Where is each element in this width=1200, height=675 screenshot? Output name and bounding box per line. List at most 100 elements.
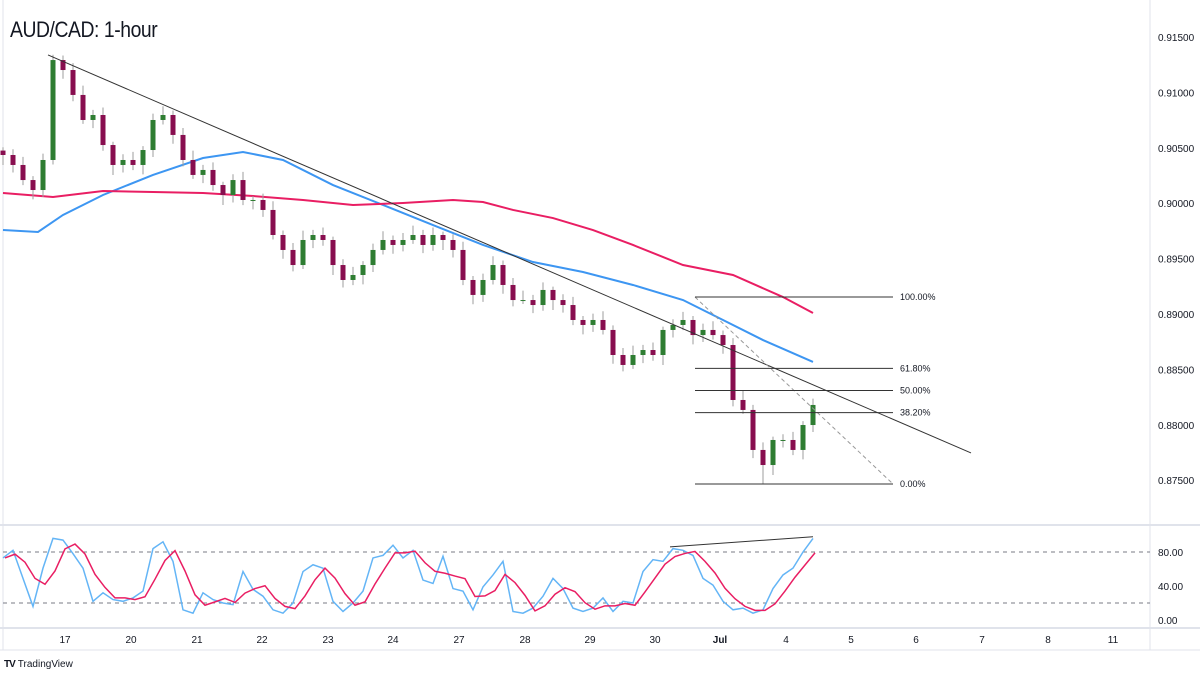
time-tick-label: 7 — [979, 635, 985, 646]
candle-body — [340, 265, 346, 280]
candle-body — [150, 119, 156, 151]
candle-body — [600, 319, 606, 330]
tradingview-brand[interactable]: TV TradingView — [4, 659, 73, 670]
candle-body — [310, 234, 316, 240]
fibonacci-level-label: 100.00% — [900, 292, 936, 302]
candle-body — [10, 155, 16, 165]
candle-body — [700, 329, 706, 336]
candle-body — [660, 329, 666, 355]
candle-body — [650, 350, 656, 355]
candle-body — [540, 289, 546, 306]
price-tick-label: 0.89000 — [1158, 310, 1195, 321]
candle-body — [260, 199, 266, 210]
candle-body — [200, 169, 206, 175]
time-tick-label: 20 — [125, 635, 137, 646]
candle-body — [270, 209, 276, 235]
candle-body — [520, 300, 526, 302]
candle-body — [730, 345, 736, 400]
candle-body — [400, 239, 406, 245]
candle-body — [410, 234, 416, 240]
price-tick-label: 0.91500 — [1158, 33, 1195, 44]
candle-body — [780, 439, 786, 441]
candle-body — [350, 274, 356, 280]
time-tick-label: 5 — [848, 635, 854, 646]
time-tick-label: 28 — [519, 635, 531, 646]
candle-body — [680, 319, 686, 325]
candle-body — [640, 350, 646, 355]
time-tick-label: 29 — [584, 635, 596, 646]
candle-body — [380, 239, 386, 250]
candle-body — [760, 449, 766, 466]
candle-body — [530, 300, 536, 306]
stochastic-tick-label: 40.00 — [1158, 582, 1183, 593]
candle-body — [690, 319, 696, 336]
candle-body — [80, 94, 86, 120]
candle-body — [20, 164, 26, 181]
candle-body — [250, 199, 256, 201]
candle-body — [580, 319, 586, 325]
candle-body — [810, 404, 816, 426]
candle-body — [360, 265, 366, 275]
candle-body — [390, 239, 396, 245]
candle-body — [70, 70, 76, 95]
candle-body — [560, 300, 566, 306]
candle-body — [710, 329, 716, 336]
candle-body — [210, 169, 216, 186]
candle-body — [180, 134, 186, 160]
candle-body — [490, 265, 496, 280]
time-tick-label: 27 — [453, 635, 465, 646]
stochastic-axis[interactable]: 80.00 40.00 0.00 — [1158, 548, 1183, 627]
candle-body — [420, 234, 426, 245]
price-tick-label: 0.90500 — [1158, 144, 1195, 155]
candle-body — [790, 439, 796, 450]
candle-body — [550, 289, 556, 301]
time-tick-label: 4 — [783, 635, 789, 646]
candle-body — [440, 234, 446, 240]
price-pane: 100.00% 61.80% 50.00% 38.20% 0.00% — [0, 54, 972, 489]
candle-body — [110, 145, 116, 165]
candle-body — [130, 159, 136, 165]
candle-body — [670, 324, 676, 330]
candle-body — [240, 180, 246, 200]
price-axis[interactable]: 0.91500 0.91000 0.90500 0.90000 0.89500 0.890… — [1158, 33, 1195, 487]
time-tick-label: Jul — [713, 635, 728, 646]
brand-name: TradingView — [17, 659, 73, 670]
time-axis[interactable]: 17 20 21 22 23 24 27 28 29 30 Jul 4 5 6 7 8 11 — [59, 635, 1118, 646]
fibonacci-level-label: 38.20% — [900, 408, 931, 418]
stochastic-tick-label: 80.00 — [1158, 548, 1183, 559]
time-tick-label: 8 — [1045, 635, 1051, 646]
candle-body — [510, 284, 516, 301]
candle-body — [60, 60, 66, 71]
candle-body — [220, 185, 226, 196]
time-tick-label: 6 — [913, 635, 919, 646]
stochastic-divergence-line — [669, 536, 814, 548]
candle-body — [90, 115, 96, 120]
candle-body — [430, 234, 436, 245]
candle-body — [610, 329, 616, 355]
price-tick-label: 0.87500 — [1158, 476, 1195, 487]
price-tick-label: 0.88000 — [1158, 421, 1195, 432]
fibonacci-level-label: 61.80% — [900, 363, 931, 373]
candle-body — [570, 305, 576, 320]
candle-body — [170, 115, 176, 135]
candle-body — [480, 279, 486, 295]
stochastic-k-line — [2, 537, 814, 615]
descending-trendline — [47, 54, 972, 454]
candle-body — [190, 159, 196, 175]
chart-title: AUD/CAD: 1-hour — [10, 17, 158, 42]
candle-body — [120, 159, 126, 165]
candle-body — [750, 409, 756, 450]
stochastic-tick-label: 0.00 — [1158, 616, 1178, 627]
candle-body — [50, 60, 56, 160]
candle-body — [320, 234, 326, 240]
candle-body — [230, 180, 236, 196]
candle-body — [140, 150, 146, 165]
time-tick-label: 24 — [387, 635, 399, 646]
candle-body — [800, 425, 806, 450]
candle-body — [470, 279, 476, 295]
time-tick-label: 11 — [1108, 635, 1119, 646]
candle-body — [300, 239, 306, 266]
candle-body — [630, 354, 636, 365]
stochastic-pane — [2, 536, 1150, 615]
